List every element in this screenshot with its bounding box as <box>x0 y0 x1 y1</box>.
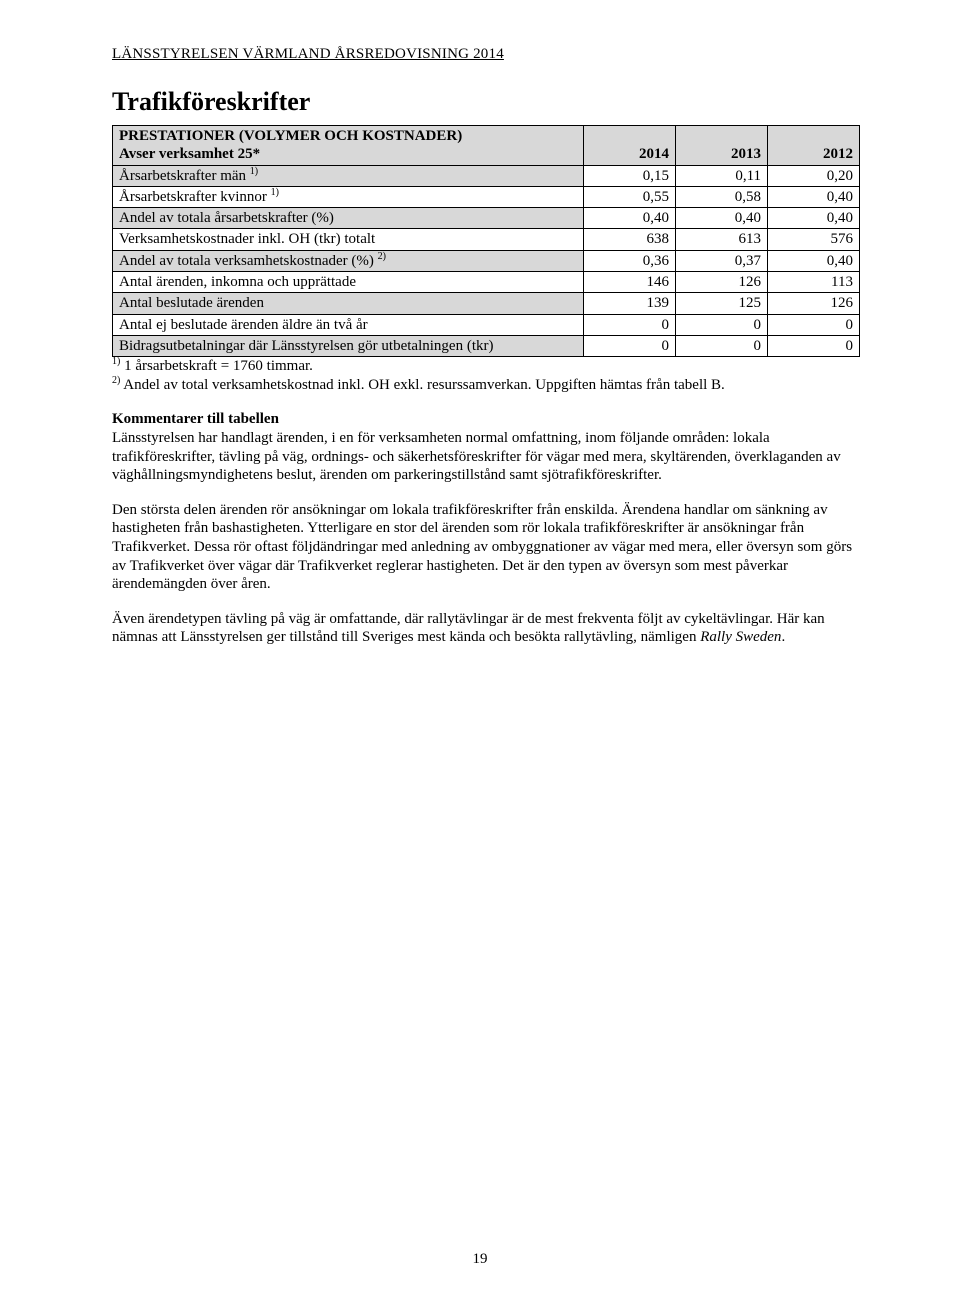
row-value: 139 <box>584 293 676 314</box>
row-label: Andel av totala verksamhetskostnader (%)… <box>113 250 584 271</box>
row-label: Antal ej beslutade ärenden äldre än två … <box>113 314 584 335</box>
row-value: 125 <box>676 293 768 314</box>
row-label: Antal beslutade ärenden <box>113 293 584 314</box>
col-2013: 2013 <box>676 126 768 166</box>
row-value: 0,40 <box>768 186 860 207</box>
table-head-label: PRESTATIONER (VOLYMER OCH KOSTNADER) Avs… <box>113 126 584 166</box>
row-value: 0,11 <box>676 165 768 186</box>
para3-c: . <box>781 629 785 645</box>
row-label: Bidragsutbetalningar där Länsstyrelsen g… <box>113 335 584 356</box>
head-label-line2: Avser verksamhet 25* <box>119 146 260 162</box>
table-footnotes: 1) 1 årsarbetskraft = 1760 timmar. 2) An… <box>112 357 860 394</box>
footnote1-text: 1 årsarbetskraft = 1760 timmar. <box>120 358 313 374</box>
para2: Den största delen ärenden rör ansökninga… <box>112 501 860 594</box>
row-label: Antal ärenden, inkomna och upprättade <box>113 272 584 293</box>
row-value: 0,37 <box>676 250 768 271</box>
row-value: 0,40 <box>768 250 860 271</box>
col-2012: 2012 <box>768 126 860 166</box>
row-value: 0 <box>676 314 768 335</box>
row-value: 0 <box>676 335 768 356</box>
kommentarer-heading: Kommentarer till tabellen <box>112 411 279 427</box>
kommentarer-block: Kommentarer till tabellen Länsstyrelsen … <box>112 410 860 484</box>
prestationer-table: PRESTATIONER (VOLYMER OCH KOSTNADER) Avs… <box>112 125 860 357</box>
row-value: 0,20 <box>768 165 860 186</box>
para3: Även ärendetypen tävling på väg är omfat… <box>112 610 860 647</box>
section-title: Trafikföreskrifter <box>112 87 860 117</box>
table-row: Andel av totala verksamhetskostnader (%)… <box>113 250 860 271</box>
running-header: LÄNSSTYRELSEN VÄRMLAND ÅRSREDOVISNING 20… <box>112 46 860 63</box>
table-row: Årsarbetskrafter kvinnor 1)0,550,580,40 <box>113 186 860 207</box>
row-value: 0 <box>584 335 676 356</box>
row-value: 0,40 <box>676 208 768 229</box>
row-value: 0 <box>768 314 860 335</box>
table-row: Verksamhetskostnader inkl. OH (tkr) tota… <box>113 229 860 250</box>
table-header-row: PRESTATIONER (VOLYMER OCH KOSTNADER) Avs… <box>113 126 860 166</box>
row-value: 638 <box>584 229 676 250</box>
table-row: Bidragsutbetalningar där Länsstyrelsen g… <box>113 335 860 356</box>
row-value: 0 <box>768 335 860 356</box>
footnote2-text: Andel av total verksamhetskostnad inkl. … <box>120 377 724 393</box>
row-value: 613 <box>676 229 768 250</box>
row-value: 0,58 <box>676 186 768 207</box>
col-2014: 2014 <box>584 126 676 166</box>
head-label-line1: PRESTATIONER (VOLYMER OCH KOSTNADER) <box>119 128 462 144</box>
row-label: Årsarbetskrafter kvinnor 1) <box>113 186 584 207</box>
page: LÄNSSTYRELSEN VÄRMLAND ÅRSREDOVISNING 20… <box>0 0 960 1302</box>
table-row: Antal ärenden, inkomna och upprättade146… <box>113 272 860 293</box>
row-value: 126 <box>768 293 860 314</box>
row-value: 0 <box>584 314 676 335</box>
row-label: Verksamhetskostnader inkl. OH (tkr) tota… <box>113 229 584 250</box>
row-label: Andel av totala årsarbetskrafter (%) <box>113 208 584 229</box>
para1: Länsstyrelsen har handlagt ärenden, i en… <box>112 430 841 483</box>
row-value: 0,15 <box>584 165 676 186</box>
table-row: Årsarbetskrafter män 1)0,150,110,20 <box>113 165 860 186</box>
row-value: 113 <box>768 272 860 293</box>
table-row: Antal ej beslutade ärenden äldre än två … <box>113 314 860 335</box>
page-number: 19 <box>0 1251 960 1268</box>
row-value: 146 <box>584 272 676 293</box>
row-label: Årsarbetskrafter män 1) <box>113 165 584 186</box>
table-row: Antal beslutade ärenden139125126 <box>113 293 860 314</box>
row-value: 0,36 <box>584 250 676 271</box>
row-value: 0,40 <box>584 208 676 229</box>
row-value: 126 <box>676 272 768 293</box>
row-value: 0,40 <box>768 208 860 229</box>
table-row: Andel av totala årsarbetskrafter (%)0,40… <box>113 208 860 229</box>
row-value: 576 <box>768 229 860 250</box>
para3-italic: Rally Sweden <box>700 629 781 645</box>
row-value: 0,55 <box>584 186 676 207</box>
